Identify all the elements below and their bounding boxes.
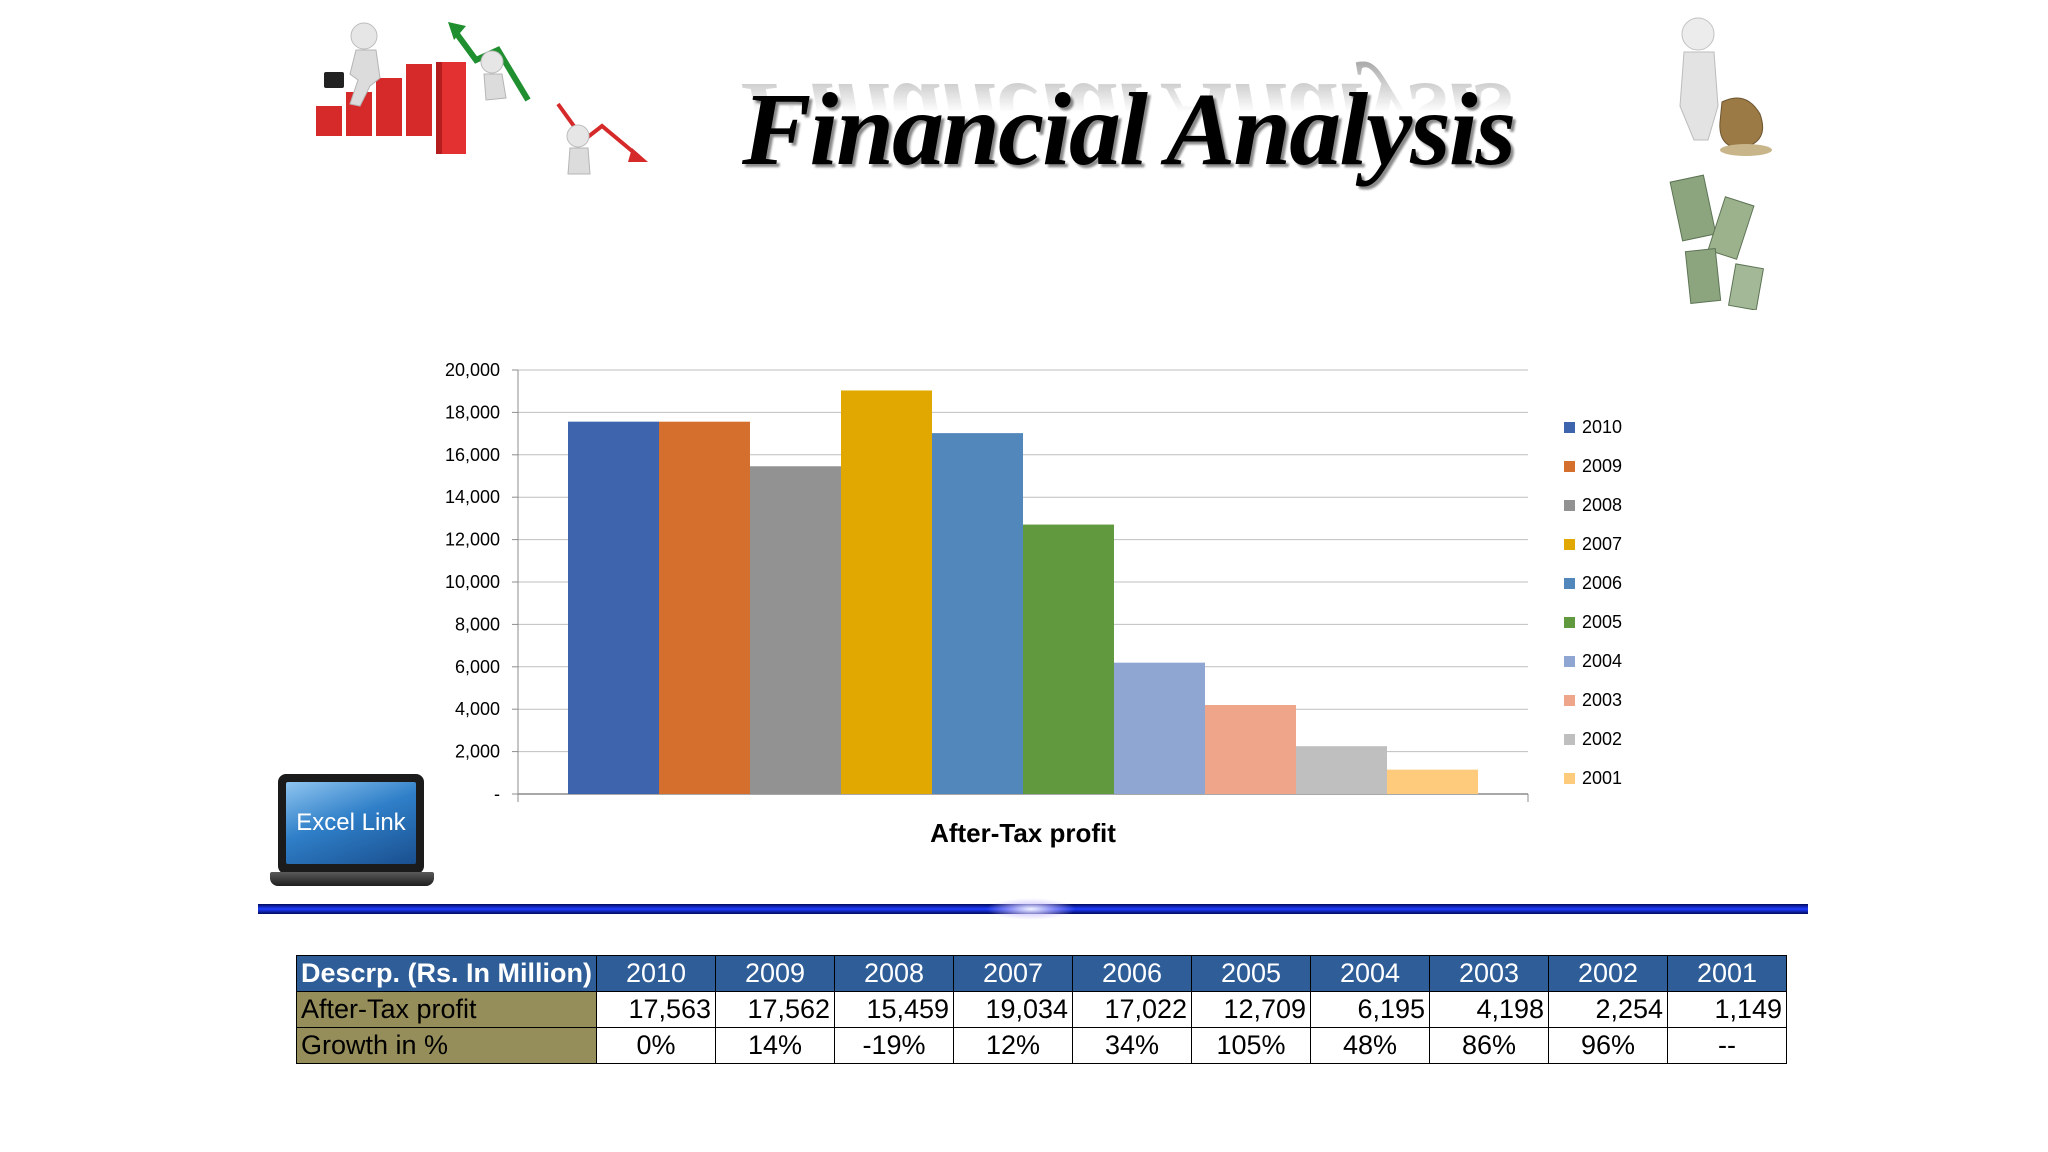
table-header-year: 2008 <box>834 955 955 992</box>
table-cell: 17,022 <box>1072 991 1193 1028</box>
table-header-year: 2007 <box>953 955 1074 992</box>
table-cell: 48% <box>1310 1027 1431 1064</box>
table-cell: 6,195 <box>1310 991 1431 1028</box>
y-tick-label: 16,000 <box>445 445 500 465</box>
bar-2009 <box>659 421 750 794</box>
legend-swatch <box>1564 578 1575 589</box>
bar-2008 <box>750 466 841 794</box>
y-tick-label: 8,000 <box>455 614 500 634</box>
table-cell: 12% <box>953 1027 1074 1064</box>
table-header-year: 2003 <box>1429 955 1550 992</box>
table-cell: 12,709 <box>1191 991 1312 1028</box>
table-header-year: 2001 <box>1667 955 1788 992</box>
legend-label: 2004 <box>1582 651 1622 671</box>
page-title: Financial Analysis <box>742 72 1516 187</box>
y-tick-label: - <box>494 784 500 804</box>
table-cell: 96% <box>1548 1027 1669 1064</box>
table-cell: 17,562 <box>715 991 836 1028</box>
table-cell: 4,198 <box>1429 991 1550 1028</box>
legend-swatch <box>1564 500 1575 511</box>
divider-glow <box>986 898 1076 920</box>
table-cell: 105% <box>1191 1027 1312 1064</box>
x-axis-label: After-Tax profit <box>930 818 1116 848</box>
table-cell: -19% <box>834 1027 955 1064</box>
table-row-label: Growth in % <box>295 1027 598 1064</box>
bar-2001 <box>1387 769 1478 794</box>
after-tax-profit-chart: - 2,000 4,000 6,000 8,000 10,000 12,000 14,000 1… <box>445 360 1622 848</box>
legend-label: 2003 <box>1582 690 1622 710</box>
bar-2004 <box>1114 662 1205 794</box>
table-cell: -- <box>1667 1027 1788 1064</box>
legend-label: 2001 <box>1582 768 1622 788</box>
table-header-year: 2006 <box>1072 955 1193 992</box>
table-header-year: 2004 <box>1310 955 1431 992</box>
legend-swatch <box>1564 734 1575 745</box>
legend-label: 2008 <box>1582 495 1622 515</box>
table-cell: 17,563 <box>596 991 717 1028</box>
green-arrow-figure-icon <box>448 22 531 102</box>
legend-swatch <box>1564 461 1575 472</box>
table-cell: 86% <box>1429 1027 1550 1064</box>
table-row-label: After-Tax profit <box>295 991 598 1028</box>
excel-link-label: Excel Link <box>296 809 406 836</box>
climbing-bar-chart-icon <box>316 22 466 154</box>
legend-label: 2005 <box>1582 612 1622 632</box>
bar-2003 <box>1205 705 1296 794</box>
table-row: After-Tax profit 17,563 17,562 15,459 19… <box>295 991 1788 1028</box>
red-arrow-figure-icon <box>556 102 648 175</box>
table-cell: 1,149 <box>1667 991 1788 1028</box>
legend-label: 2002 <box>1582 729 1622 749</box>
legend-swatch <box>1564 656 1575 667</box>
table-row: Growth in % 0% 14% -19% 12% 34% 105% 48%… <box>295 1027 1788 1064</box>
bar-2007 <box>841 390 932 794</box>
legend-swatch <box>1564 695 1575 706</box>
table-cell: 34% <box>1072 1027 1193 1064</box>
y-tick-label: 12,000 <box>445 530 500 550</box>
table-cell: 19,034 <box>953 991 1074 1028</box>
y-tick-label: 20,000 <box>445 360 500 380</box>
bar-2005 <box>1023 524 1114 794</box>
legend-label: 2006 <box>1582 573 1622 593</box>
table-cell: 0% <box>596 1027 717 1064</box>
legend-swatch <box>1564 539 1575 550</box>
table-cell: 2,254 <box>1548 991 1669 1028</box>
table-cell: 14% <box>715 1027 836 1064</box>
legend-label: 2007 <box>1582 534 1622 554</box>
table-header-year: 2002 <box>1548 955 1669 992</box>
legend-label: 2010 <box>1582 417 1622 437</box>
legend-swatch <box>1564 617 1575 628</box>
table-header-row: Descrp. (Rs. In Million) 2010 2009 2008 … <box>295 955 1788 992</box>
excel-link-button[interactable]: Excel Link <box>270 772 434 890</box>
y-tick-label: 14,000 <box>445 487 500 507</box>
laptop-display: Excel Link <box>286 782 416 864</box>
laptop-screen: Excel Link <box>278 774 424 874</box>
y-tick-label: 6,000 <box>455 657 500 677</box>
y-tick-label: 10,000 <box>445 572 500 592</box>
slide: Financial Analysis Financial Analysis - 2… <box>256 0 1808 1152</box>
y-tick-label: 18,000 <box>445 402 500 422</box>
legend-swatch <box>1564 422 1575 433</box>
data-table: Descrp. (Rs. In Million) 2010 2009 2008 … <box>295 955 1788 1064</box>
laptop-base <box>270 872 434 886</box>
table-header-year: 2005 <box>1191 955 1312 992</box>
table-header-label: Descrp. (Rs. In Million) <box>295 955 598 992</box>
bar-2006 <box>932 433 1023 794</box>
bar-2010 <box>568 421 659 794</box>
legend-label: 2009 <box>1582 456 1622 476</box>
table-header-year: 2010 <box>596 955 717 992</box>
page-title-reflection: Financial Analysis <box>742 61 1515 176</box>
legend-swatch <box>1564 773 1575 784</box>
bar-2002 <box>1296 746 1387 794</box>
money-bag-figure-icon <box>1669 17 1772 310</box>
table-header-year: 2009 <box>715 955 836 992</box>
y-tick-label: 2,000 <box>455 742 500 762</box>
table-cell: 15,459 <box>834 991 955 1028</box>
y-tick-label: 4,000 <box>455 699 500 719</box>
title-wrap: Financial Analysis Financial Analysis <box>742 61 1602 230</box>
